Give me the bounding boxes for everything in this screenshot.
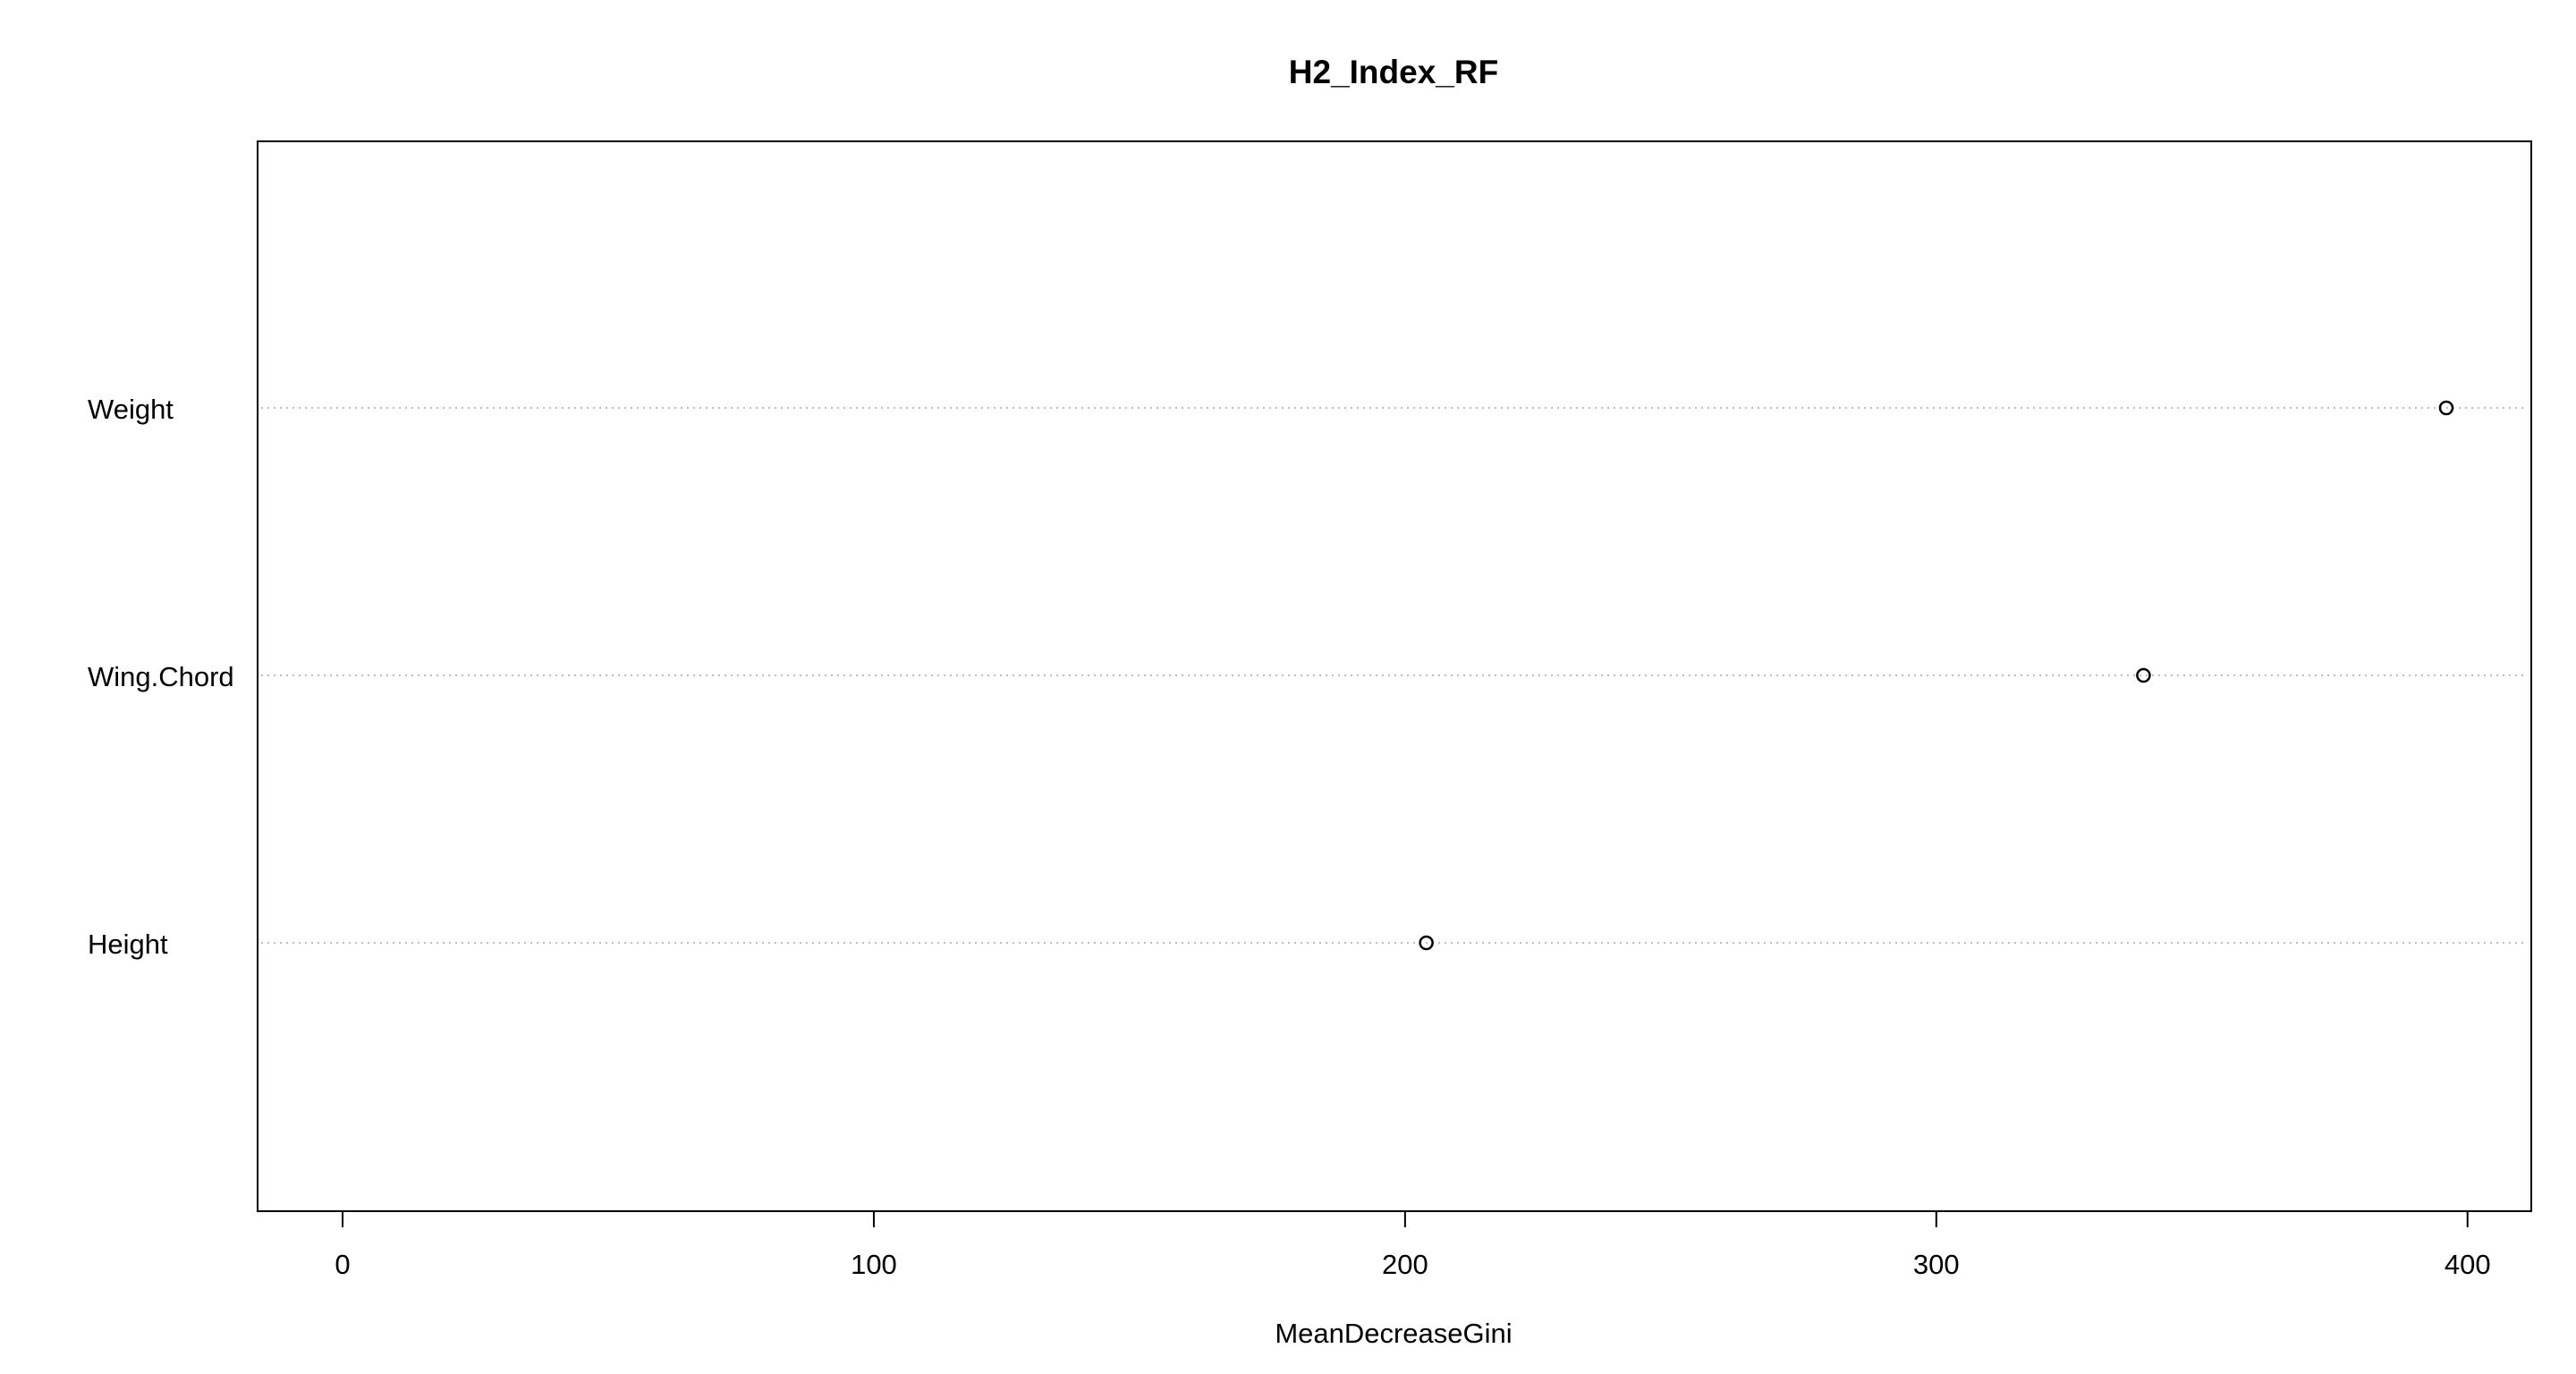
x-tick-label: 200 — [1382, 1249, 1428, 1280]
x-tick-label: 300 — [1913, 1249, 1960, 1280]
x-tick-label: 400 — [2445, 1249, 2491, 1280]
x-axis-label: MeanDecreaseGini — [1275, 1318, 1512, 1349]
data-point — [2438, 400, 2454, 416]
x-axis: 0 100 200 300 400 — [335, 1210, 2491, 1280]
category-label: Weight — [88, 394, 174, 425]
category-label: Wing.Chord — [88, 661, 234, 692]
guide-lines — [261, 407, 2528, 944]
chart-title: H2_Index_RF — [1289, 54, 1498, 90]
data-point — [2136, 667, 2151, 683]
x-tick-label: 100 — [851, 1249, 897, 1280]
data-point — [1419, 935, 1434, 951]
x-tick-label: 0 — [335, 1249, 350, 1280]
category-label: Height — [88, 929, 168, 960]
data-points — [1419, 400, 2454, 951]
category-labels: Weight Wing.Chord Height — [88, 394, 234, 960]
